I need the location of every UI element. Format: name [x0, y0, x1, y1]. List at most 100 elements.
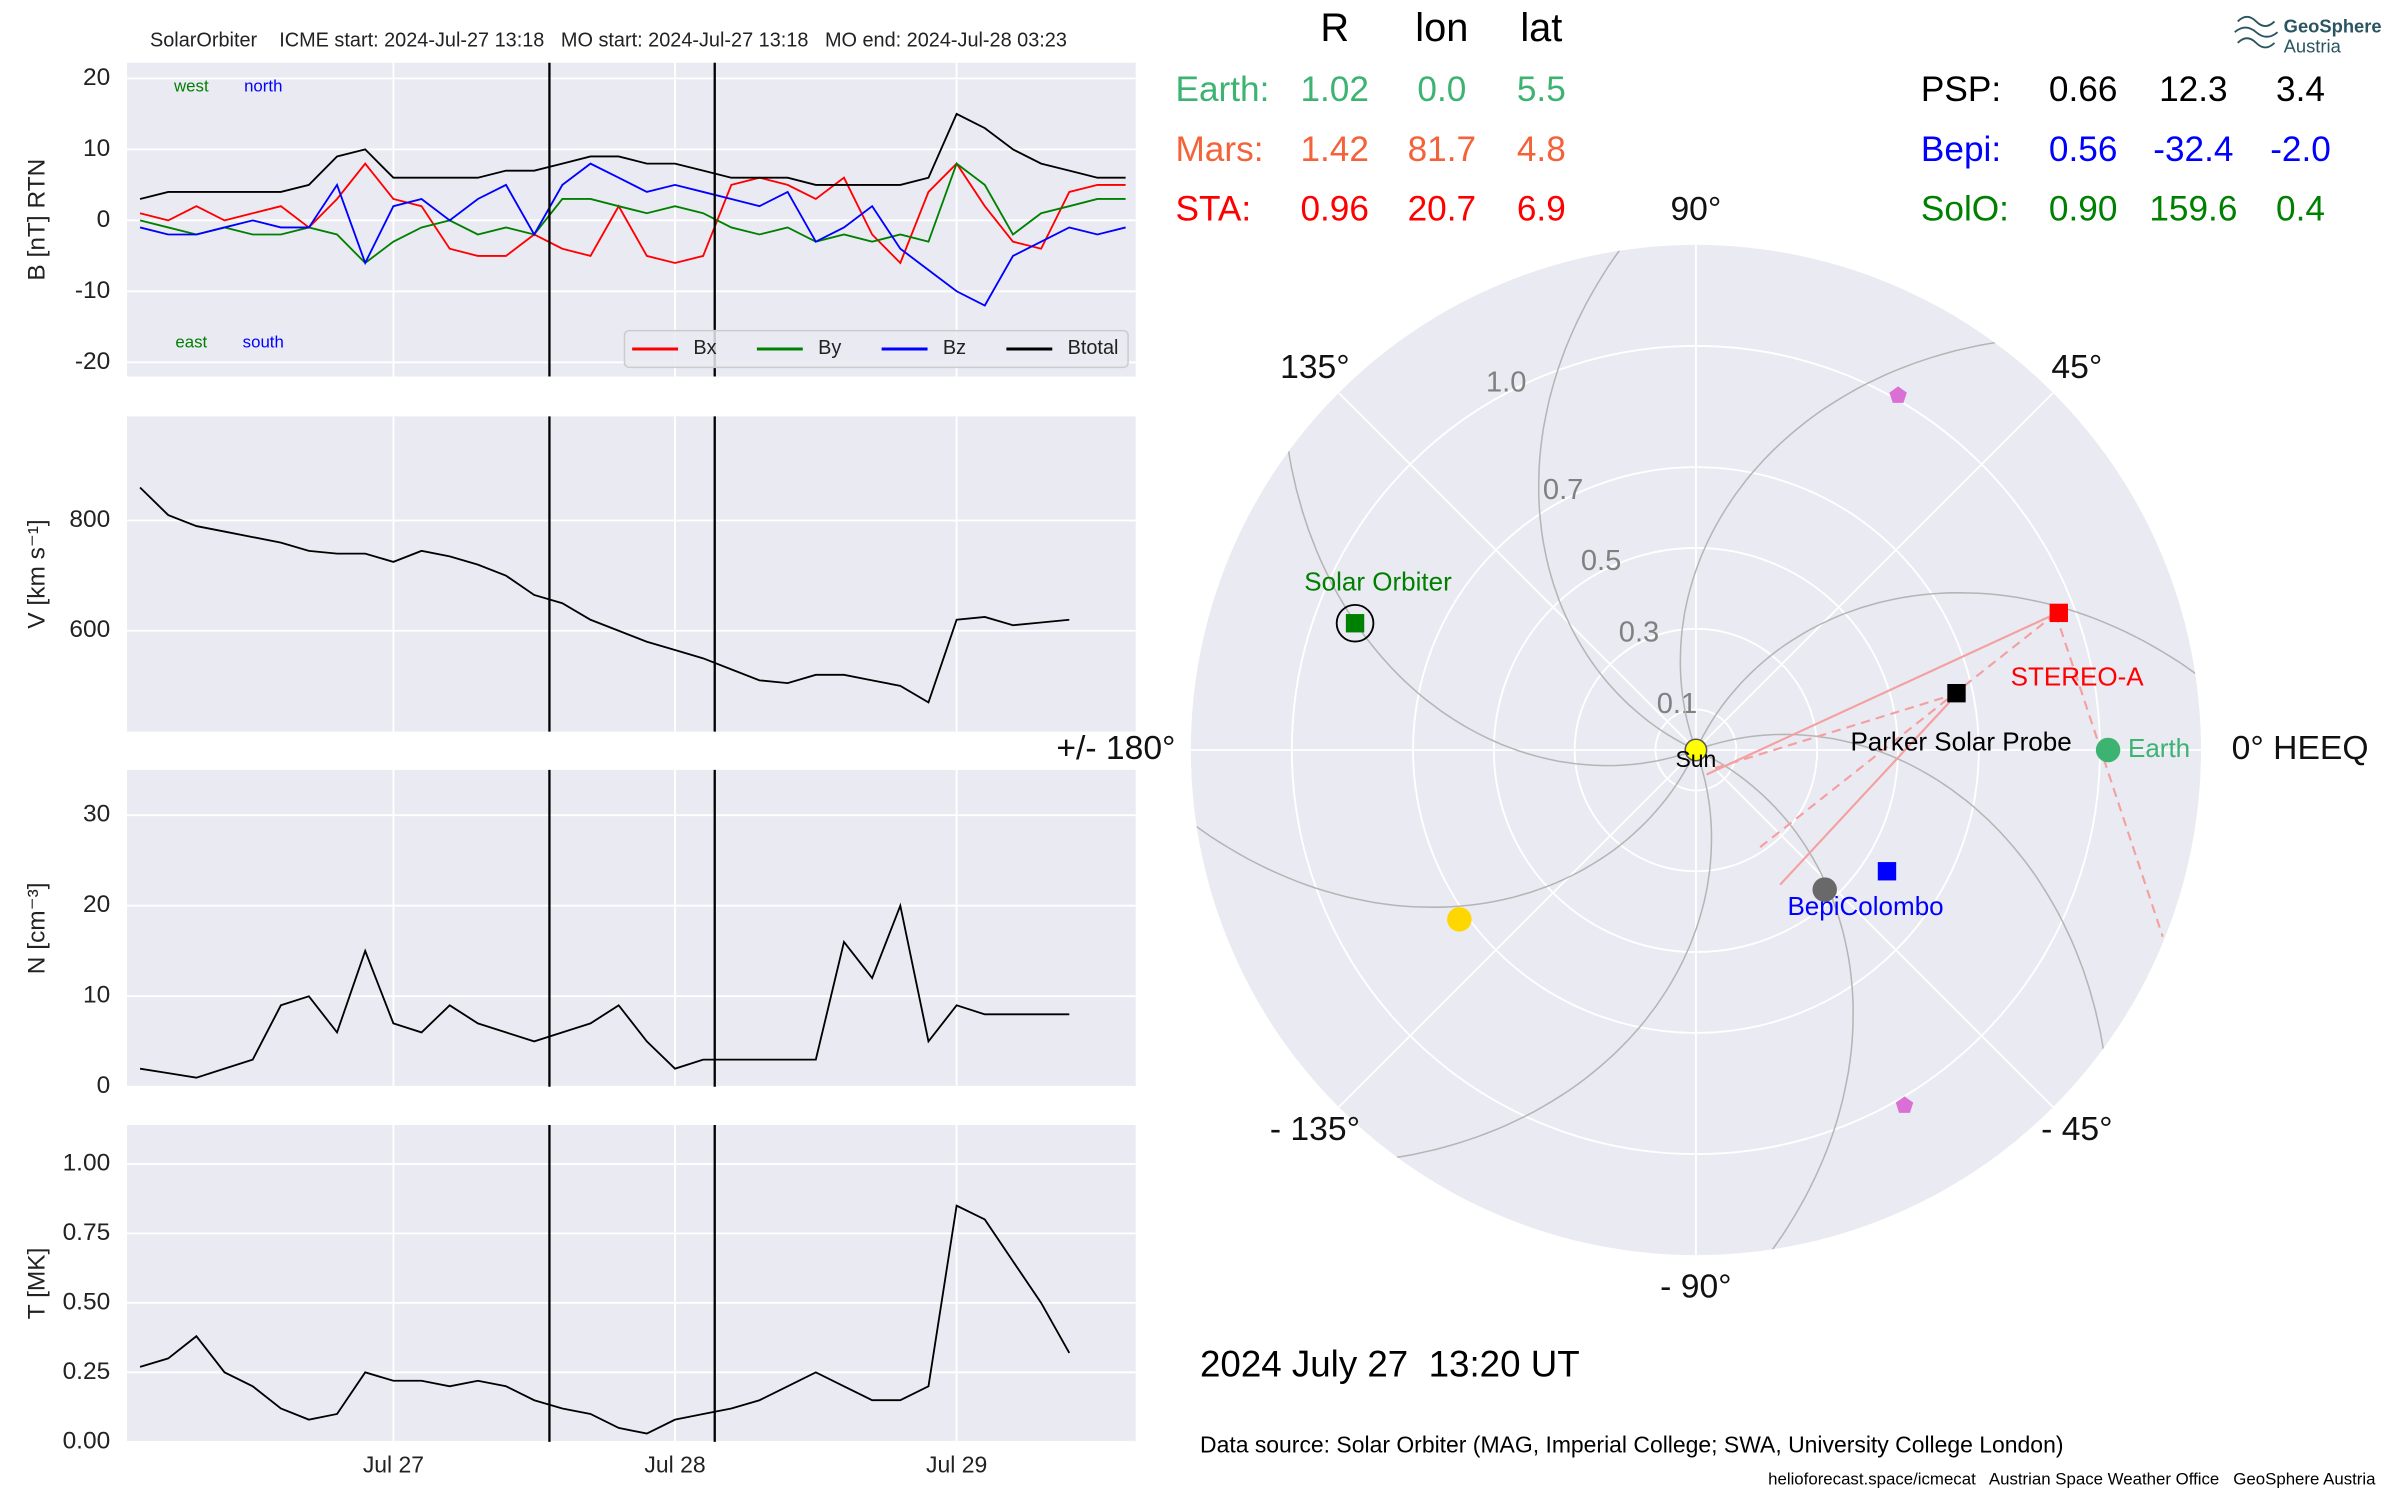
y-tick-label: 800: [69, 506, 110, 533]
r-grid-circle: [1573, 627, 1819, 873]
theta-tick-label: - 90°: [1660, 1269, 1731, 1306]
table-row-label: Earth:: [1176, 70, 1270, 109]
theta-tick-label: 90°: [1670, 191, 1721, 228]
field-line: [1713, 692, 1958, 770]
y-axis-label: B [nT] RTN: [24, 159, 51, 281]
body-marker: [1447, 907, 1472, 932]
theta-grid-line: [1695, 749, 2054, 1108]
body-marker: [1812, 877, 1837, 902]
y-tick-label: 0.00: [63, 1427, 111, 1454]
body-marker: [2049, 603, 2068, 623]
table-cell: 0.90: [2049, 190, 2118, 229]
parker-spiral: [1310, 749, 1713, 1165]
parker-spiral: [1190, 749, 1697, 908]
body-marker: [2095, 737, 2121, 763]
parker-spiral: [1695, 592, 2202, 751]
y-tick-label: -20: [75, 348, 110, 375]
theta-tick-label: 135°: [1280, 349, 1350, 386]
legend-label: Btotal: [1068, 337, 1119, 359]
legend-box: [623, 329, 1129, 369]
y-axis-label: N [cm⁻³]: [24, 882, 51, 974]
y-tick-label: 10: [83, 982, 110, 1009]
r-tick-label: 0.5: [1581, 545, 1621, 577]
parker-spiral: [1281, 364, 1697, 767]
table-cell: 1.42: [1300, 130, 1369, 169]
annotation: west: [173, 77, 209, 96]
table-cell: 0.96: [1300, 190, 1369, 229]
x-tick-label: Jul 29: [926, 1451, 987, 1477]
body-label: Earth: [2128, 733, 2190, 763]
annotation: south: [243, 332, 284, 351]
y-axis-label: T [MK]: [24, 1248, 51, 1320]
y-tick-label: 10: [83, 135, 110, 162]
data-line: [139, 162, 1126, 307]
body-marker: [1947, 684, 1966, 703]
theta-tick-label: - 135°: [1270, 1111, 1360, 1148]
table-cell: 0.66: [2049, 70, 2118, 109]
y-tick-label: -10: [75, 277, 110, 304]
table-cell: 81.7: [1408, 130, 1477, 169]
r-tick-label: 0.3: [1619, 616, 1659, 648]
data-source: Data source: Solar Orbiter (MAG, Imperia…: [1200, 1431, 2063, 1457]
table-cell: 12.3: [2159, 70, 2228, 109]
r-grid-circle: [1492, 547, 1899, 953]
plot-area: [127, 416, 1136, 732]
y-tick-label: 0.75: [63, 1219, 111, 1246]
table-cell: -2.0: [2270, 130, 2331, 169]
body-label: Parker Solar Probe: [1850, 727, 2071, 757]
spirals: [1190, 244, 2202, 1256]
table-row-label: Mars:: [1176, 130, 1264, 169]
theta-tick-label: +/- 180°: [1056, 730, 1175, 767]
field-line: [1779, 692, 1959, 886]
table-row-label: SolO:: [1921, 190, 2009, 229]
table-cell: 20.7: [1408, 190, 1477, 229]
y-tick-label: 20: [83, 891, 110, 918]
body-marker: [1889, 386, 1907, 403]
r-tick-label: 0.7: [1543, 474, 1583, 506]
parker-spiral: [1537, 244, 1697, 751]
panel: 0 10 20 30 N [cm⁻³]: [24, 769, 1136, 1099]
theta-tick-label: 45°: [2051, 349, 2102, 386]
parker-spiral: [1679, 335, 2082, 751]
annotation: north: [244, 77, 282, 96]
body-label: Sun: [1676, 746, 1717, 772]
y-tick-label: 20: [83, 64, 110, 91]
panel: -20 -10 0 10 20 B [nT] RTN SolarOrbiter ICME s…: [24, 30, 1136, 377]
theta-tick-label: - 45°: [2041, 1111, 2112, 1148]
legend-label: Bx: [693, 337, 716, 359]
body-marker: [1684, 738, 1708, 762]
table-header: R: [1320, 6, 1349, 50]
body-label: STEREO-A: [2011, 662, 2145, 692]
polar-plot: 0° HEEQ 45° 90° 135° +/- 180° - 135° - 90° - 45…: [1056, 191, 2369, 1306]
y-axis-label: V [km s⁻¹]: [24, 519, 51, 628]
legend-label: By: [818, 337, 841, 359]
y-tick-label: 600: [69, 616, 110, 643]
plot-area: [127, 769, 1136, 1087]
body-label: BepiColombo: [1787, 891, 1943, 921]
theta-grid-line: [1338, 392, 1697, 751]
y-tick-label: 1.00: [63, 1149, 111, 1176]
y-tick-label: 0: [97, 1072, 111, 1099]
credits: helioforecast.space/icmecat Austrian Spa…: [1768, 1470, 2376, 1489]
legend-label: Bz: [943, 337, 966, 359]
field-line: [2054, 613, 2164, 938]
table-cell: 6.9: [1517, 190, 1566, 229]
table-cell: 0.56: [2049, 130, 2118, 169]
table-cell: 0.4: [2276, 190, 2325, 229]
table-cell: 1.02: [1300, 70, 1369, 109]
y-tick-label: 0.25: [63, 1358, 111, 1385]
r-grid-circle: [1412, 466, 1980, 1034]
table-header: lon: [1415, 6, 1468, 50]
theta-tick-label: 0° HEEQ: [2232, 730, 2369, 767]
body-marker: [1895, 1096, 1914, 1113]
logo-name: GeoSphere: [2284, 15, 2382, 36]
body-marker: [1345, 614, 1365, 633]
table-cell: 0.0: [1417, 70, 1466, 109]
y-tick-label: 30: [83, 801, 110, 828]
logo-icon: [2234, 15, 2279, 49]
y-tick-label: 0.50: [63, 1288, 111, 1315]
annotation: east: [175, 332, 207, 351]
plot-area: [127, 1125, 1136, 1442]
